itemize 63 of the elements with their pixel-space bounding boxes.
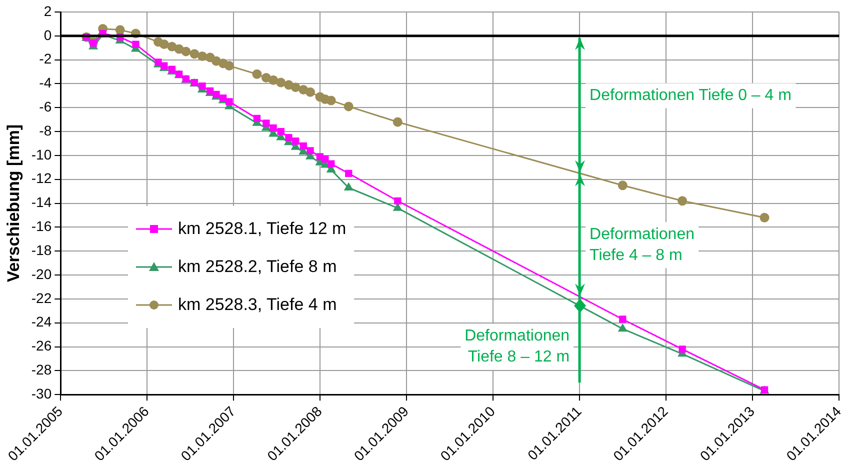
point [198,82,206,90]
point [619,316,626,323]
point [306,87,316,97]
point [618,180,628,190]
point [290,82,300,92]
point [277,128,284,136]
point [392,117,402,127]
legend-label: km 2528.2, Tiefe 8 m [178,257,337,277]
point [252,69,262,79]
point [198,51,208,61]
point [322,155,329,163]
y-tick-label: -4 [39,74,52,91]
y-tick-label: -28 [31,362,52,378]
point [678,196,688,206]
point [678,346,686,353]
y-tick-label: -22 [31,290,52,306]
point [167,42,177,52]
annotation: Deformationen Tiefe 8 – 12 m [464,328,570,366]
y-tick-label: -24 [31,314,52,330]
point [268,75,278,85]
point [292,138,300,145]
y-tick-label: -26 [31,338,52,354]
point [345,170,352,177]
legend-label: km 2528.1, Tiefe 12 m [178,219,346,239]
y-tick-label: -2 [39,50,52,67]
point [328,160,335,168]
point [159,40,169,50]
y-tick-label: 2 [44,2,52,19]
point [285,134,292,142]
annotation: Deformationen Tiefe 0 – 4 m [590,87,792,104]
y-tick-label: -10 [31,146,52,162]
point [618,324,627,332]
point [132,40,140,48]
point [300,142,307,150]
y-tick-label: -8 [39,122,52,138]
y-tick-label: -20 [31,266,52,282]
point [326,96,336,106]
legend-label: km 2528.3, Tiefe 4 m [178,295,337,315]
point [115,25,125,35]
y-tick-label: -6 [39,98,52,115]
point [261,73,271,83]
point [262,120,270,127]
point [344,182,353,190]
annotation: Deformationen Tiefe 4 – 8 m [590,226,694,264]
point [226,98,233,106]
y-tick-label: -14 [31,194,52,210]
point [253,114,261,122]
point [224,61,234,71]
point [181,46,191,56]
point [190,49,200,59]
point [394,197,402,204]
y-tick-label: -16 [31,218,52,234]
point [760,212,770,222]
point [90,40,97,47]
y-tick-label: 0 [44,26,52,43]
y-tick-label: -30 [31,385,52,402]
point [270,124,277,132]
y-axis-title: Verschiebung [mm] [4,124,23,282]
point [344,102,354,112]
point [306,147,314,154]
y-tick-label: -12 [31,170,52,186]
point [276,78,286,88]
y-tick-label: -18 [31,242,52,258]
